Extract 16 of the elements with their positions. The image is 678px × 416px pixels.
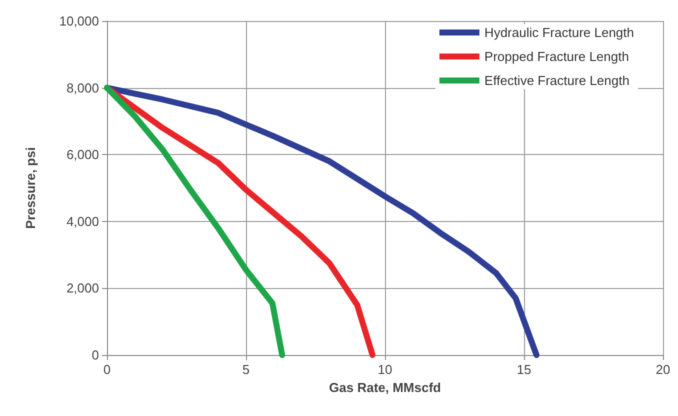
x-axis-title: Gas Rate, MMscfd <box>329 380 442 395</box>
x-tick-label: 10 <box>378 362 392 377</box>
y-tick-label: 10,000 <box>59 14 99 28</box>
y-tick-label: 8,000 <box>66 80 99 96</box>
x-tick-label: 0 <box>103 362 111 377</box>
y-tick-label: 2,000 <box>66 280 99 296</box>
x-tick-label: 5 <box>242 362 250 377</box>
y-axis-title: Pressure, psi <box>23 147 38 229</box>
x-tick-label: 20 <box>656 362 670 377</box>
y-tick-label: 4,000 <box>66 214 99 229</box>
y-tick-label: 0 <box>92 348 99 362</box>
legend-label: Propped Fracture Length <box>484 49 629 64</box>
legend-label: Effective Fracture Length <box>484 73 630 88</box>
x-tick-label: 15 <box>516 362 532 377</box>
y-tick-label: 6,000 <box>66 147 99 162</box>
legend-label: Hydraulic Fracture Length <box>484 25 634 40</box>
